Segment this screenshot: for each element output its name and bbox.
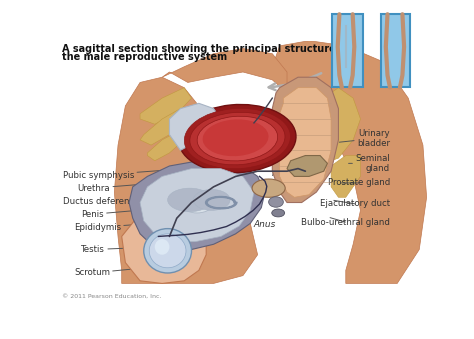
Ellipse shape — [203, 119, 268, 156]
Ellipse shape — [272, 209, 284, 217]
Polygon shape — [122, 202, 206, 283]
Polygon shape — [280, 88, 331, 197]
Polygon shape — [162, 48, 287, 93]
Polygon shape — [316, 88, 360, 161]
Ellipse shape — [149, 234, 186, 268]
Ellipse shape — [144, 228, 191, 273]
Text: Bulbo-urethral gland: Bulbo-urethral gland — [301, 218, 390, 226]
Ellipse shape — [184, 108, 291, 169]
FancyBboxPatch shape — [332, 14, 364, 87]
Polygon shape — [129, 161, 265, 250]
Text: A sagittal section showing the principal structures of: A sagittal section showing the principal… — [62, 44, 356, 54]
FancyBboxPatch shape — [381, 14, 410, 87]
Text: Urethra: Urethra — [78, 183, 155, 193]
Text: Prostate gland: Prostate gland — [328, 178, 390, 187]
Text: Pubic symphysis: Pubic symphysis — [63, 170, 167, 180]
Polygon shape — [140, 108, 188, 145]
Polygon shape — [140, 168, 254, 242]
Text: Urinary
bladder: Urinary bladder — [339, 129, 390, 148]
Polygon shape — [140, 88, 191, 124]
Polygon shape — [114, 77, 258, 283]
Ellipse shape — [190, 112, 285, 165]
Text: © 2011 Pearson Education, Inc.: © 2011 Pearson Education, Inc. — [62, 294, 162, 299]
Text: Ejaculatory duct: Ejaculatory duct — [320, 199, 390, 208]
Text: Epididymis: Epididymis — [74, 223, 150, 232]
Polygon shape — [169, 103, 221, 150]
Ellipse shape — [155, 239, 170, 255]
Text: the male reproductive system: the male reproductive system — [62, 52, 228, 62]
Polygon shape — [287, 156, 328, 176]
Text: Rectum: Rectum — [272, 169, 306, 178]
Polygon shape — [331, 156, 360, 197]
Polygon shape — [272, 77, 338, 202]
Text: Anus: Anus — [254, 220, 276, 229]
Ellipse shape — [179, 104, 296, 173]
Text: Scrotum: Scrotum — [74, 268, 143, 278]
Text: Seminal
gland: Seminal gland — [348, 154, 390, 173]
Ellipse shape — [269, 197, 283, 207]
Polygon shape — [272, 41, 427, 283]
Text: Ureter: Ureter — [269, 105, 311, 118]
Ellipse shape — [193, 190, 230, 210]
Ellipse shape — [252, 179, 285, 197]
Polygon shape — [147, 132, 184, 161]
Text: Penis: Penis — [82, 209, 150, 219]
Ellipse shape — [197, 116, 278, 161]
Ellipse shape — [168, 188, 212, 212]
Ellipse shape — [182, 197, 212, 213]
Text: Testis: Testis — [82, 245, 157, 254]
Text: Ductus deferens: Ductus deferens — [63, 196, 163, 206]
